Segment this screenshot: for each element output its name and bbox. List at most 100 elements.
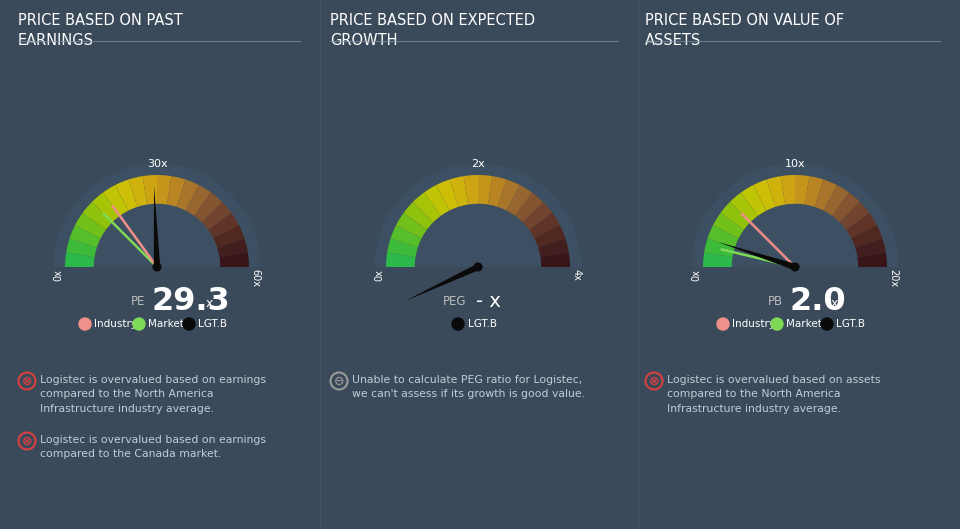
Bar bbox=[47, 267, 268, 373]
Wedge shape bbox=[115, 179, 137, 211]
Text: 4x: 4x bbox=[571, 269, 582, 281]
Wedge shape bbox=[780, 175, 795, 205]
Wedge shape bbox=[219, 253, 249, 267]
Text: LGT.B: LGT.B bbox=[836, 319, 865, 329]
Text: 20x: 20x bbox=[888, 269, 899, 287]
Wedge shape bbox=[403, 202, 434, 230]
Wedge shape bbox=[856, 253, 887, 267]
Text: Logistec is overvalued based on earnings
compared to the Canada market.: Logistec is overvalued based on earnings… bbox=[40, 435, 266, 459]
Text: 2.0: 2.0 bbox=[790, 287, 847, 317]
Circle shape bbox=[821, 318, 833, 330]
Text: x: x bbox=[206, 297, 213, 311]
Wedge shape bbox=[194, 193, 222, 223]
Wedge shape bbox=[767, 176, 785, 207]
Text: ⊗: ⊗ bbox=[649, 375, 660, 388]
Text: ⊖: ⊖ bbox=[334, 375, 345, 388]
Wedge shape bbox=[804, 176, 824, 207]
Circle shape bbox=[791, 263, 799, 271]
Wedge shape bbox=[538, 239, 569, 257]
Wedge shape bbox=[754, 179, 776, 211]
Polygon shape bbox=[718, 242, 796, 270]
Text: PEG: PEG bbox=[443, 296, 466, 308]
Wedge shape bbox=[741, 185, 767, 216]
Wedge shape bbox=[202, 202, 231, 230]
Circle shape bbox=[79, 318, 91, 330]
Text: 30x: 30x bbox=[147, 159, 167, 169]
Wedge shape bbox=[704, 239, 735, 257]
Wedge shape bbox=[703, 253, 733, 267]
Wedge shape bbox=[83, 202, 112, 230]
Wedge shape bbox=[177, 179, 199, 211]
Polygon shape bbox=[154, 186, 160, 267]
Text: 0x: 0x bbox=[54, 269, 63, 281]
Wedge shape bbox=[375, 267, 581, 370]
Bar bbox=[47, 267, 268, 373]
Circle shape bbox=[452, 318, 464, 330]
Text: - x: - x bbox=[476, 293, 501, 312]
Circle shape bbox=[375, 164, 581, 370]
Text: PB: PB bbox=[768, 296, 783, 308]
Circle shape bbox=[692, 164, 898, 370]
Wedge shape bbox=[488, 176, 507, 207]
Circle shape bbox=[133, 318, 145, 330]
Wedge shape bbox=[529, 213, 560, 239]
Text: LGT.B: LGT.B bbox=[468, 319, 497, 329]
Text: 10x: 10x bbox=[784, 159, 805, 169]
Wedge shape bbox=[103, 185, 129, 216]
Text: PRICE BASED ON EXPECTED
GROWTH: PRICE BASED ON EXPECTED GROWTH bbox=[330, 13, 535, 48]
Text: x: x bbox=[831, 297, 838, 311]
Wedge shape bbox=[497, 179, 519, 211]
Wedge shape bbox=[507, 185, 532, 216]
Wedge shape bbox=[534, 225, 565, 248]
Wedge shape bbox=[851, 225, 882, 248]
Wedge shape bbox=[387, 239, 419, 257]
Circle shape bbox=[416, 204, 540, 330]
Circle shape bbox=[771, 318, 783, 330]
Wedge shape bbox=[839, 202, 870, 230]
Wedge shape bbox=[167, 176, 185, 207]
Wedge shape bbox=[436, 179, 459, 211]
Text: Unable to calculate PEG ratio for Logistec,
we can't assess if its growth is goo: Unable to calculate PEG ratio for Logist… bbox=[352, 375, 585, 399]
Wedge shape bbox=[413, 193, 442, 223]
Polygon shape bbox=[404, 264, 479, 301]
Wedge shape bbox=[386, 253, 417, 267]
Wedge shape bbox=[143, 175, 157, 205]
Text: PE: PE bbox=[131, 296, 145, 308]
Wedge shape bbox=[185, 185, 211, 216]
Text: PRICE BASED ON PAST
EARNINGS: PRICE BASED ON PAST EARNINGS bbox=[18, 13, 182, 48]
Circle shape bbox=[717, 318, 729, 330]
Circle shape bbox=[474, 263, 482, 271]
Wedge shape bbox=[217, 239, 248, 257]
Text: LGT.B: LGT.B bbox=[198, 319, 227, 329]
Wedge shape bbox=[464, 175, 478, 205]
Text: ⊗: ⊗ bbox=[22, 375, 33, 388]
Circle shape bbox=[54, 164, 260, 370]
Wedge shape bbox=[708, 225, 739, 248]
Text: Market: Market bbox=[148, 319, 184, 329]
Wedge shape bbox=[213, 225, 245, 248]
Wedge shape bbox=[54, 267, 260, 370]
Bar bbox=[684, 267, 905, 373]
Wedge shape bbox=[846, 213, 877, 239]
Wedge shape bbox=[824, 185, 849, 216]
Wedge shape bbox=[396, 213, 427, 239]
Wedge shape bbox=[854, 239, 886, 257]
Circle shape bbox=[94, 204, 220, 330]
Wedge shape bbox=[721, 202, 751, 230]
Circle shape bbox=[154, 263, 161, 271]
Wedge shape bbox=[129, 176, 147, 207]
Wedge shape bbox=[478, 175, 492, 205]
Text: Market: Market bbox=[786, 319, 822, 329]
Text: Logistec is overvalued based on earnings
compared to the North America
Infrastru: Logistec is overvalued based on earnings… bbox=[40, 375, 266, 414]
Text: 0x: 0x bbox=[374, 269, 385, 281]
Text: Industry: Industry bbox=[732, 319, 775, 329]
Bar bbox=[368, 267, 588, 373]
Wedge shape bbox=[75, 213, 107, 239]
Wedge shape bbox=[795, 175, 809, 205]
Text: 29.3: 29.3 bbox=[152, 287, 230, 317]
Wedge shape bbox=[814, 179, 837, 211]
Wedge shape bbox=[831, 193, 860, 223]
Text: Industry: Industry bbox=[94, 319, 137, 329]
Wedge shape bbox=[424, 185, 449, 216]
Text: 2x: 2x bbox=[471, 159, 485, 169]
